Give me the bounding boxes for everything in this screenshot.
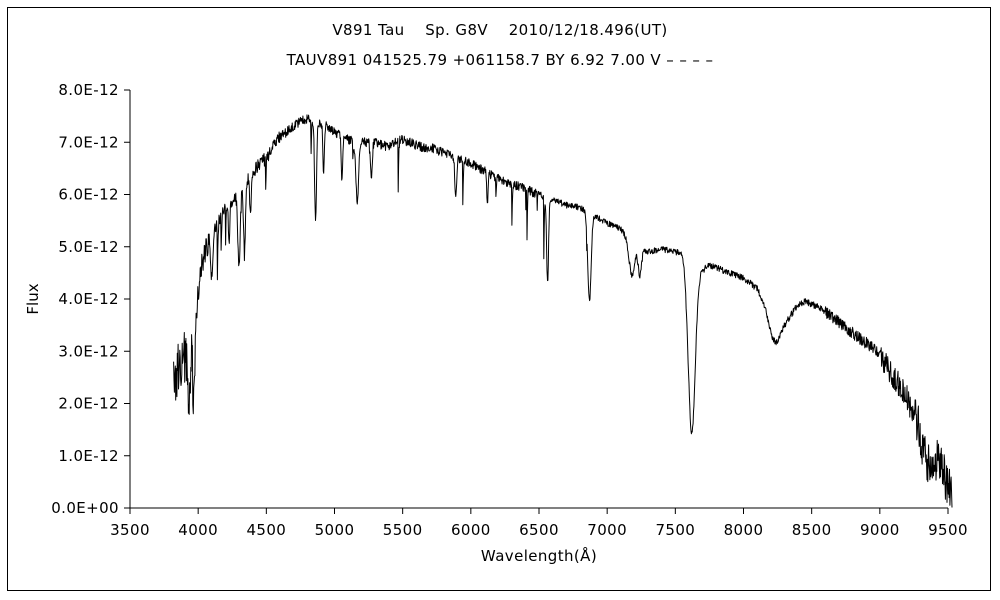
x-axis-label: Wavelength(Å) [481,546,597,565]
y-tick-label: 6.0E-12 [58,186,119,204]
x-tick-label: 4000 [178,521,218,539]
y-axis-label: Flux [24,283,42,314]
y-tick-label: 2.0E-12 [58,395,119,413]
x-tick-label: 6500 [519,521,559,539]
x-tick-label: 7500 [655,521,695,539]
x-tick-label: 5500 [383,521,423,539]
x-tick-label: 3500 [110,521,150,539]
chart-subtitle: TAUV891 041525.79 +061158.7 BY 6.92 7.00… [286,51,714,69]
x-tick-label: 7000 [587,521,627,539]
y-tick-label: 3.0E-12 [58,342,119,360]
outer-border [7,7,991,591]
y-tick-label: 4.0E-12 [58,290,119,308]
x-tick-label: 6000 [451,521,491,539]
y-tick-label: 5.0E-12 [58,238,119,256]
x-tick-label: 5000 [315,521,355,539]
y-tick-label: 0.0E+00 [51,499,119,517]
y-tick-label: 7.0E-12 [58,133,119,151]
y-tick-label: 8.0E-12 [58,81,119,99]
chart-title: V891 Tau Sp. G8V 2010/12/18.496(UT) [332,21,668,39]
spectrum-line [173,114,953,508]
x-tick-label: 4500 [246,521,286,539]
x-tick-label: 9500 [928,521,968,539]
x-tick-label: 8500 [792,521,832,539]
y-tick-label: 1.0E-12 [58,447,119,465]
x-tick-label: 8000 [724,521,764,539]
axes [129,90,948,509]
x-tick-label: 9000 [860,521,900,539]
